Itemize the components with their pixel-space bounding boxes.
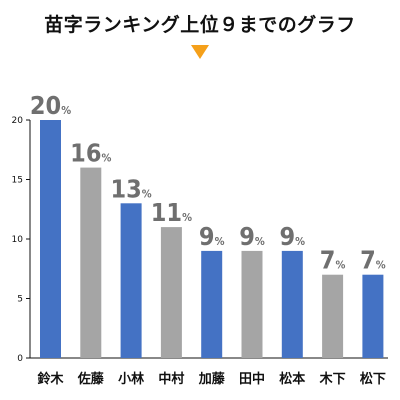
down-arrow-icon <box>191 45 209 59</box>
category-label: 加藤 <box>198 371 226 387</box>
value-label: 13% <box>110 174 151 203</box>
bar <box>362 274 384 358</box>
bars <box>40 120 384 358</box>
value-label-suffix: % <box>61 104 71 117</box>
value-label: 9% <box>280 222 306 251</box>
value-label: 16% <box>70 139 111 168</box>
value-label: 7% <box>320 246 346 275</box>
bar <box>160 227 182 358</box>
value-label-suffix: % <box>335 259 345 272</box>
value-label: 7% <box>360 246 386 275</box>
bar <box>40 120 61 358</box>
y-tick-label: 0 <box>17 354 23 364</box>
value-label-number: 16 <box>70 139 101 168</box>
bar <box>281 250 303 358</box>
category-label: 松下 <box>360 371 386 387</box>
y-tick-label: 15 <box>12 176 23 186</box>
value-label-suffix: % <box>295 235 305 248</box>
chart-title: 苗字ランキング上位９までのグラフ <box>44 14 356 36</box>
value-label-suffix: % <box>376 259 386 272</box>
value-label-suffix: % <box>255 235 265 248</box>
value-label-suffix: % <box>182 211 192 224</box>
value-label-number: 7 <box>320 246 336 275</box>
category-label: 田中 <box>239 371 265 387</box>
category-labels: 鈴木 佐藤 小林 中村 加藤 田中 松本 木下 松下 <box>37 371 385 387</box>
bar <box>241 250 263 358</box>
value-label: 9% <box>199 222 225 251</box>
value-labels: 20%16%13%11%9% 9% 9%7% 7% <box>30 91 386 275</box>
y-tick-label: 20 <box>12 116 24 126</box>
bar <box>322 274 344 358</box>
value-label-number: 11 <box>151 198 182 227</box>
value-label-suffix: % <box>215 235 225 248</box>
category-label: 松本 <box>279 371 305 387</box>
value-label-number: 9 <box>199 222 215 251</box>
bar <box>201 250 223 358</box>
value-label-suffix: % <box>142 187 152 200</box>
value-label-suffix: % <box>101 152 111 165</box>
value-label-number: 20 <box>30 91 61 120</box>
category-label: 中村 <box>158 371 184 387</box>
bar <box>120 203 142 358</box>
value-label-number: 13 <box>110 174 141 203</box>
value-label: 20% <box>30 91 71 120</box>
category-label: 佐藤 <box>77 371 105 387</box>
category-label: 鈴木 <box>37 371 64 387</box>
value-label-number: 7 <box>360 246 376 275</box>
value-label-number: 9 <box>239 222 255 251</box>
value-label: 9% <box>239 222 265 251</box>
value-label-number: 9 <box>280 222 296 251</box>
value-label: 11% <box>151 198 192 227</box>
category-label: 小林 <box>118 371 144 387</box>
category-label: 木下 <box>319 371 346 387</box>
y-tick-label: 5 <box>17 295 23 305</box>
y-tick-label: 10 <box>12 235 24 245</box>
bar <box>80 167 102 358</box>
